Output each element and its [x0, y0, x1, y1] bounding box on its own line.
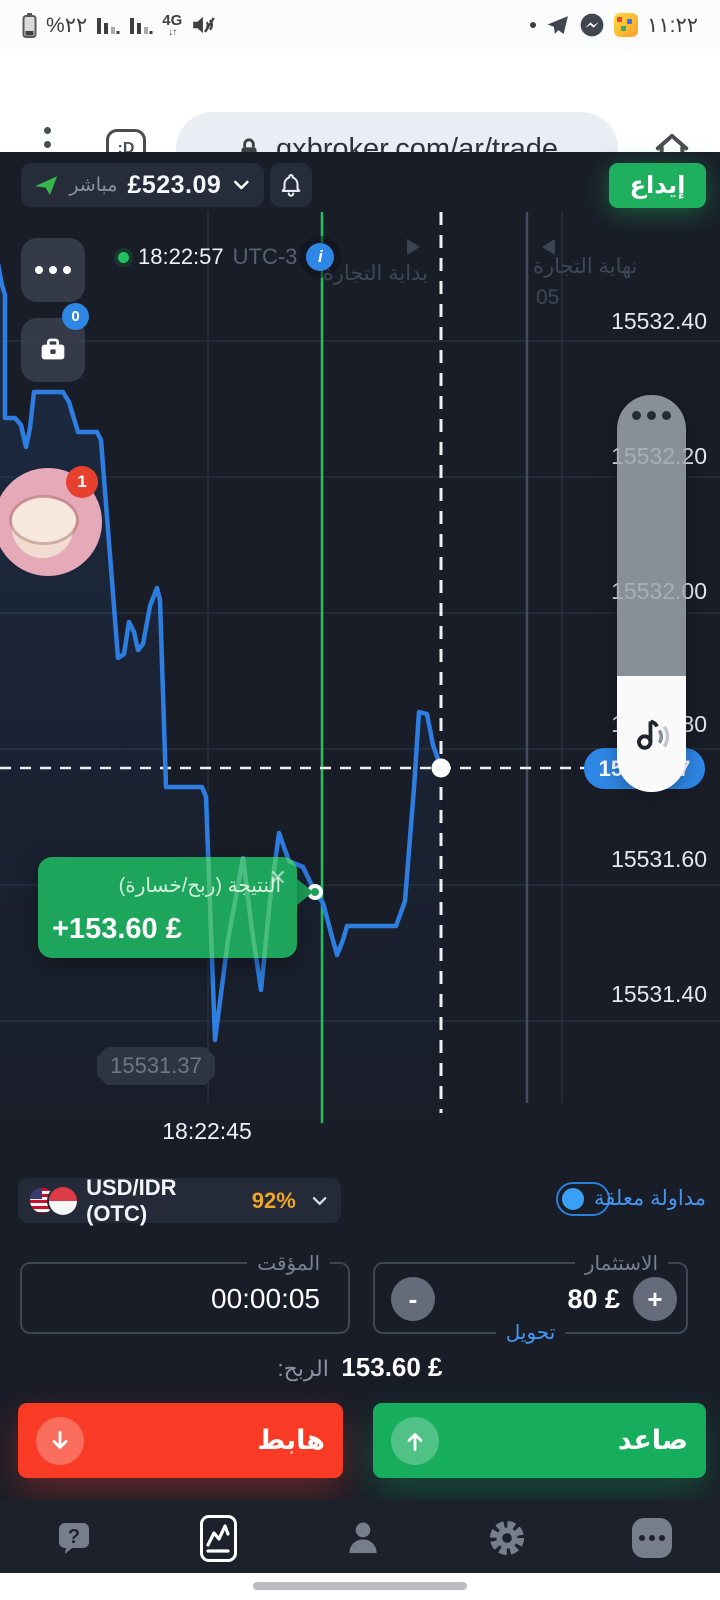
open-trades-badge: 0 — [62, 303, 89, 330]
tooltip-pointer — [296, 878, 313, 906]
account-type-label: مباشر — [69, 174, 118, 196]
gesture-bar — [0, 1573, 720, 1600]
chart-clock: 18:22:57 — [138, 244, 224, 269]
chevron-down-icon — [234, 180, 249, 190]
chart-icon — [199, 1514, 237, 1562]
trade-end-arrow-icon — [542, 239, 555, 255]
trade-start-arrow-icon — [407, 239, 420, 255]
toggle-knob — [562, 1188, 584, 1210]
price-axis-label: 15531.40 — [611, 981, 707, 1007]
nav-trade-active[interactable] — [194, 1514, 242, 1562]
avatar-notification-badge: 1 — [66, 466, 98, 498]
timer-field[interactable]: المؤقت 00:00:05 — [20, 1251, 350, 1334]
status-left-icons: %٢٢ 4G ↓↑ — [22, 12, 217, 39]
network-4g-icon: 4G ↓↑ — [162, 11, 183, 38]
status-bar: %٢٢ 4G ↓↑ — [0, 0, 720, 50]
widget-track[interactable] — [617, 395, 686, 676]
investment-label: الاستثمار — [574, 1251, 668, 1276]
battery-percent: %٢٢ — [46, 13, 88, 37]
arrow-down-icon — [36, 1416, 84, 1465]
pending-trade-toggle[interactable] — [556, 1182, 610, 1216]
browser-toolbar: :D qxbroker.com/ar/trade — [0, 50, 720, 186]
widget-music-area[interactable] — [617, 676, 686, 792]
messenger-icon — [580, 13, 604, 37]
investment-field[interactable]: الاستثمار تحويل - 80 £ + — [373, 1251, 688, 1345]
telegram-icon — [547, 15, 568, 34]
widget-ellipsis-icon — [617, 411, 686, 420]
sell-down-button[interactable]: هابط — [18, 1403, 343, 1478]
balance-value: £523.09 — [127, 170, 222, 199]
profit-row: الربح: 153.60 £ — [0, 1352, 720, 1383]
last-trade-price-tag: 15531.37 — [97, 1047, 215, 1085]
signal-sim2-icon — [130, 18, 153, 34]
trade-start-label: بداية التجارة — [322, 262, 428, 285]
battery-icon — [22, 12, 37, 38]
account-selector[interactable]: مباشر £523.09 — [21, 163, 264, 207]
bottom-nav: ? — [0, 1500, 720, 1573]
result-tooltip: (النتيجة (ربح/خسارة +153.60 £ ✕ — [38, 857, 297, 958]
nav-help[interactable]: ? — [50, 1514, 98, 1562]
tooltip-amount: +153.60 £ — [52, 913, 182, 945]
svg-text:?: ? — [68, 1526, 80, 1548]
close-icon[interactable]: ✕ — [268, 865, 287, 890]
app-header: مباشر £523.09 إيداع — [0, 152, 720, 214]
pair-flags-icon — [30, 1186, 78, 1215]
increase-investment-button[interactable]: + — [633, 1277, 677, 1321]
chevron-down-icon — [312, 1196, 327, 1205]
arrow-up-icon — [391, 1416, 439, 1465]
deposit-button[interactable]: إيداع — [609, 163, 706, 208]
notifications-button[interactable] — [270, 163, 312, 207]
ellipsis-icon — [35, 266, 71, 274]
status-right-icons: ١١:٢٢ — [530, 12, 698, 38]
muted-volume-icon — [193, 16, 216, 34]
nav-more[interactable] — [628, 1514, 676, 1562]
up-button-label: صاعد — [617, 1425, 688, 1455]
gear-icon — [489, 1520, 525, 1556]
payout-percent: 92% — [251, 1187, 296, 1213]
expiry-seconds-label: 05 — [536, 286, 560, 309]
tooltip-title: (النتيجة (ربح/خسارة — [118, 875, 281, 897]
price-axis-label: 15532.40 — [611, 308, 707, 334]
down-button-label: هابط — [257, 1425, 325, 1455]
timer-label: المؤقت — [247, 1251, 330, 1276]
briefcase-icon — [41, 338, 65, 360]
asset-selector[interactable]: USD/IDR (OTC) 92% — [18, 1175, 341, 1226]
price-axis-label: 15531.60 — [611, 846, 707, 872]
notification-dot-icon — [530, 22, 537, 28]
nav-profile[interactable] — [339, 1514, 387, 1562]
decrease-investment-button[interactable]: - — [391, 1277, 435, 1321]
trade-end-label: نهاية التجارة — [533, 255, 638, 278]
profit-value: 153.60 £ — [341, 1352, 443, 1382]
paper-plane-icon — [35, 176, 58, 195]
signal-sim1-icon — [97, 18, 120, 34]
trades-portfolio-button[interactable] — [21, 318, 85, 382]
info-icon[interactable]: i — [306, 243, 335, 271]
time-axis-label: 18:22:45 — [162, 1118, 252, 1144]
bell-icon — [281, 174, 301, 197]
live-dot-icon — [118, 251, 129, 263]
timer-value: 00:00:05 — [211, 1283, 320, 1314]
chart-more-button[interactable] — [21, 238, 85, 302]
gesture-handle[interactable] — [253, 1582, 467, 1590]
music-note-icon — [636, 719, 669, 750]
investment-value: 80 £ — [567, 1284, 620, 1314]
chart-clock-row: 18:22:57 UTC-3 i — [118, 243, 335, 271]
nav-settings[interactable] — [483, 1514, 531, 1562]
help-icon: ? — [59, 1523, 89, 1554]
profit-label: الربح: — [277, 1356, 329, 1381]
person-icon — [349, 1522, 377, 1553]
floating-media-widget[interactable] — [617, 395, 686, 792]
pending-trade-label: مداولة معلقة — [594, 1187, 706, 1210]
status-clock: ١١:٢٢ — [647, 13, 698, 37]
indonesia-flag-icon — [49, 1186, 77, 1215]
buy-up-button[interactable]: صاعد — [373, 1403, 706, 1478]
game-app-icon — [614, 13, 639, 37]
more-icon — [632, 1518, 672, 1558]
pair-name: USD/IDR (OTC) — [86, 1174, 177, 1226]
convert-link[interactable]: تحويل — [495, 1320, 566, 1345]
timezone-label: UTC-3 — [232, 244, 298, 269]
